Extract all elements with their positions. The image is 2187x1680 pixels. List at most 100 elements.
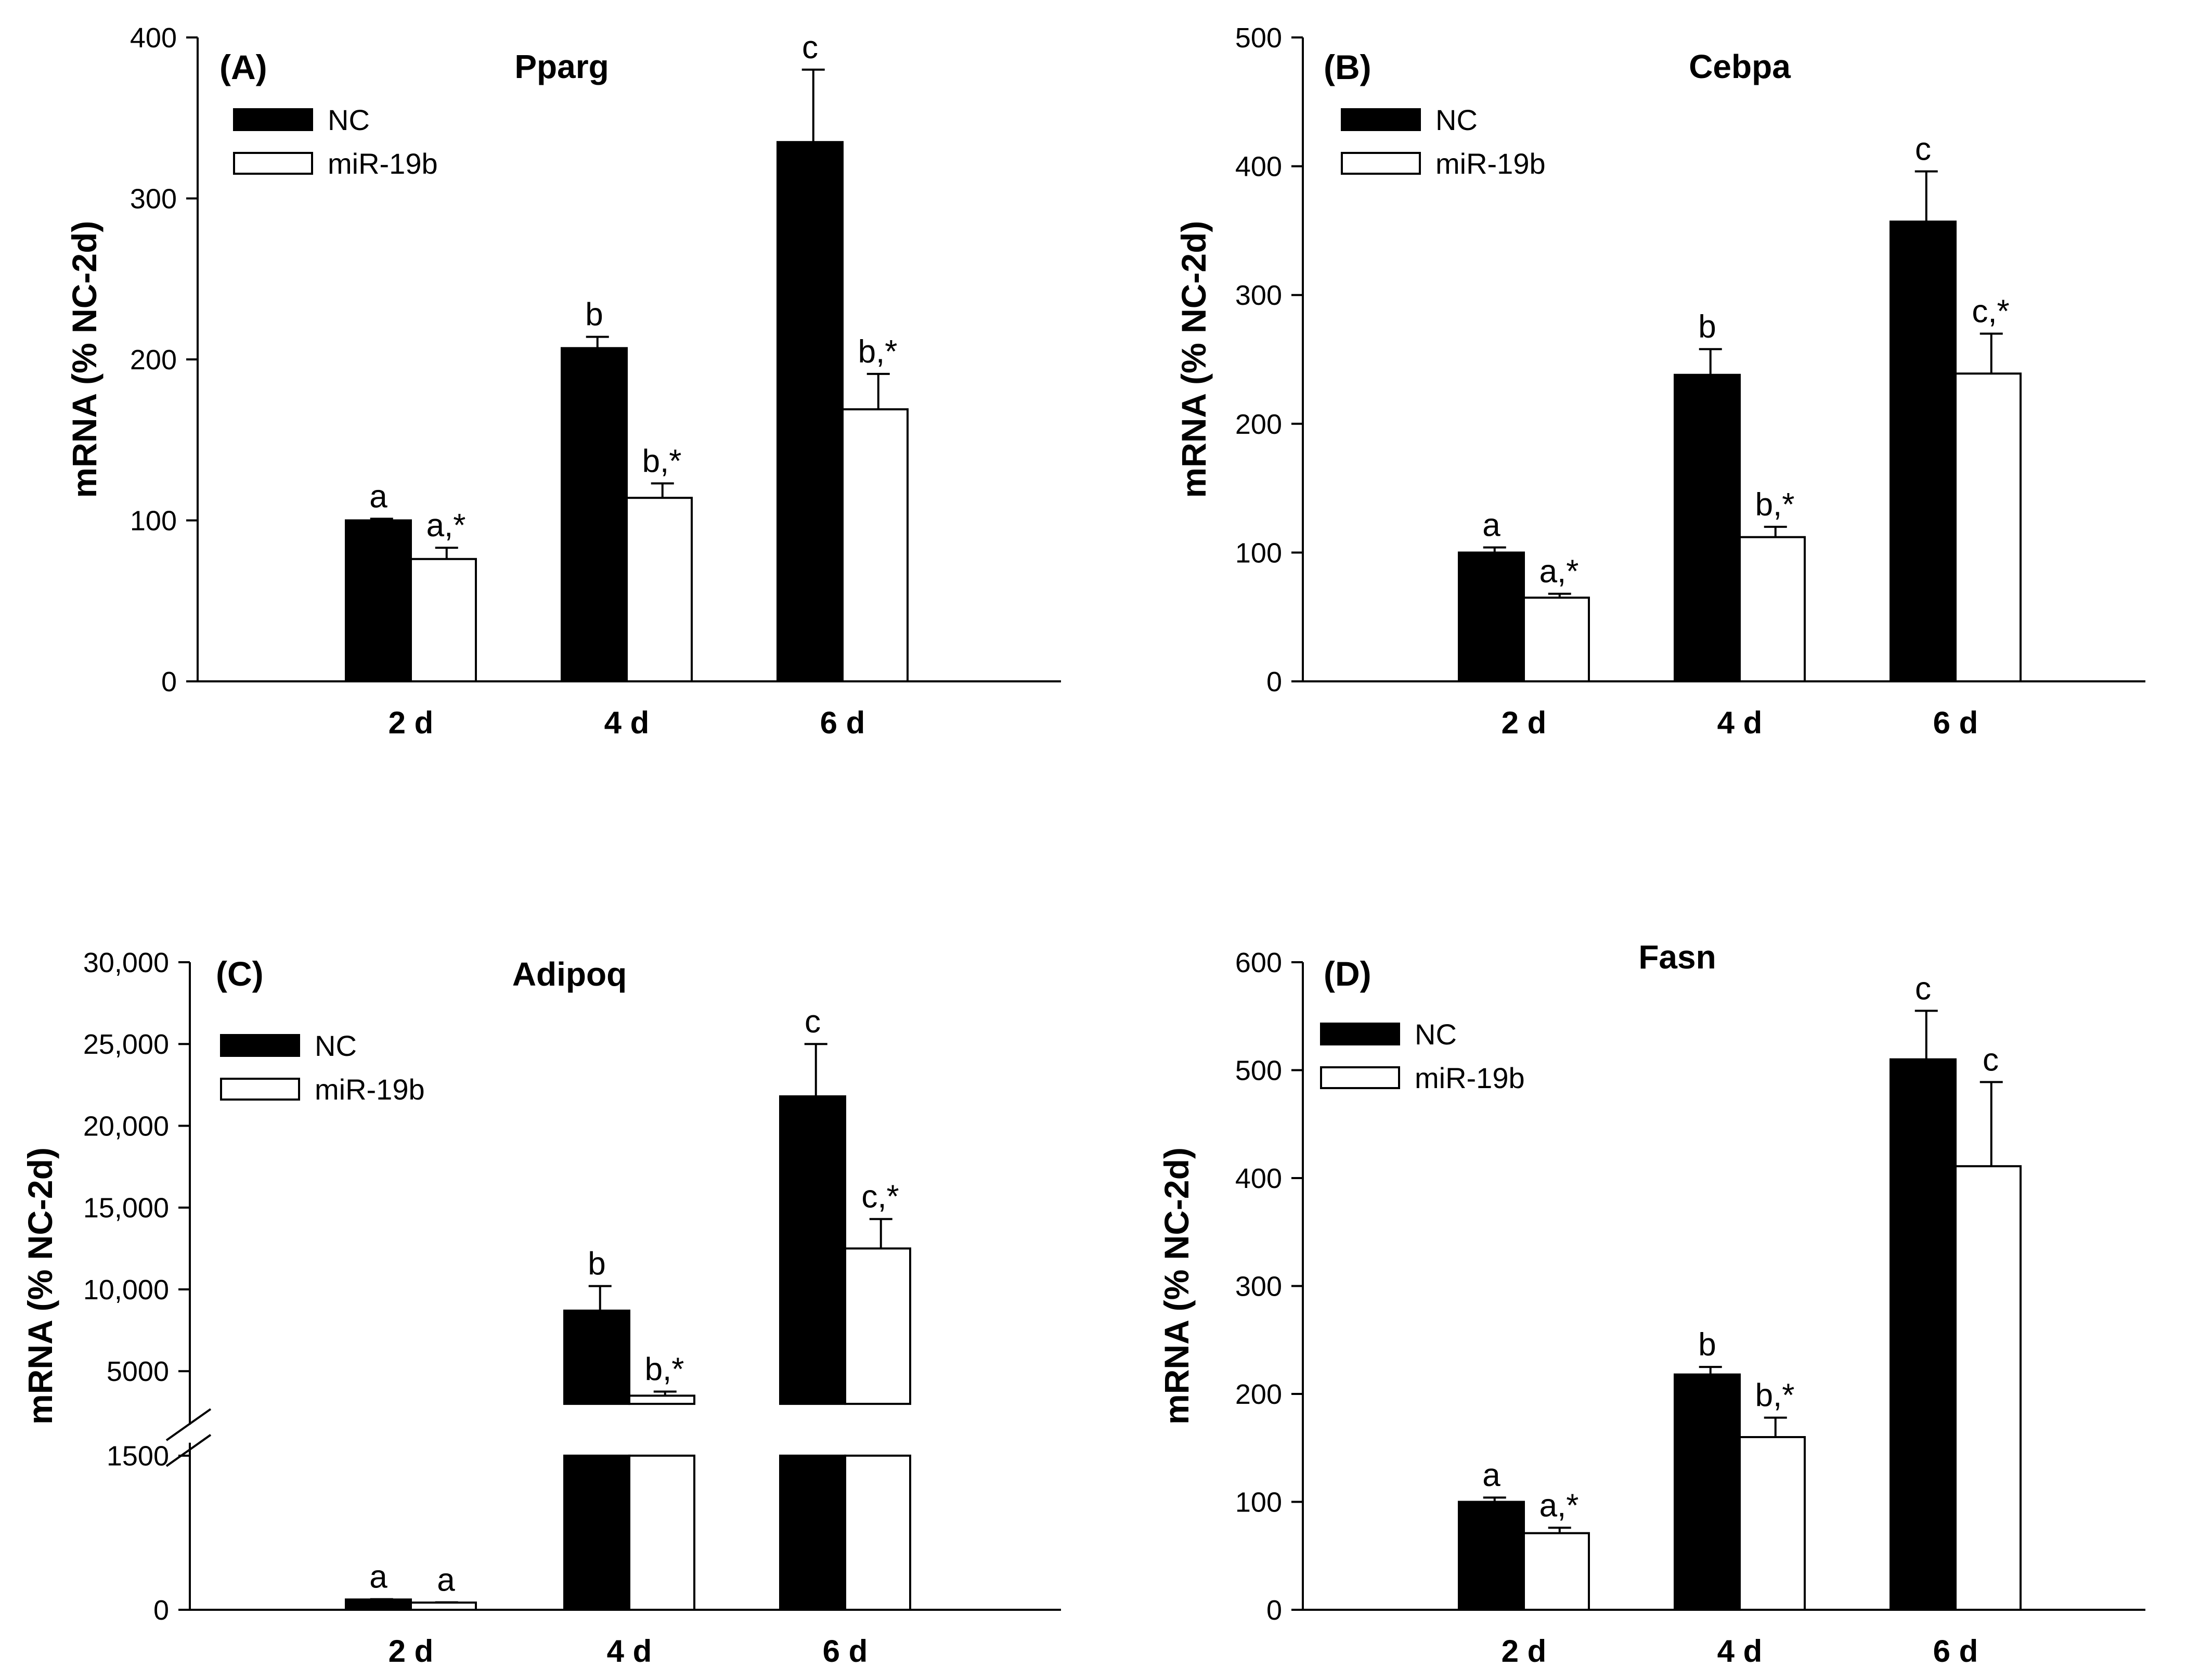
y-tick-label: 15,000 [83, 1193, 169, 1224]
y-tick-label: 0 [161, 666, 177, 697]
y-tick-label: 600 [1235, 947, 1282, 978]
bar-mir19b-4d [626, 497, 693, 682]
significance-label: a [1482, 507, 1500, 543]
y-tick-label: 20,000 [83, 1110, 169, 1142]
legend-label-mir19b: miR-19b [315, 1073, 425, 1106]
bars: a b c a,* b,* c,* [1458, 132, 2022, 683]
x-tick-label: 4 d [1717, 1634, 1763, 1669]
y-tick-label: 400 [1235, 1163, 1282, 1194]
y-tick-label: 300 [1235, 1271, 1282, 1302]
significance-label: a [437, 1562, 455, 1598]
significance-label: a,* [1539, 554, 1579, 590]
y-tick-label: 300 [130, 184, 177, 215]
legend-swatch-mir19b [233, 152, 313, 175]
y-axis-label: mRNA (% NC-2d) [21, 1147, 59, 1425]
legend-swatch-nc [233, 108, 313, 131]
legend-swatch-mir19b [1320, 1066, 1400, 1089]
bar-nc-6d [1890, 221, 1957, 682]
bars: a b c a,* b,* b,* [345, 30, 909, 683]
y-tick-label: 0 [153, 1595, 169, 1626]
y-tick-label: 200 [130, 344, 177, 376]
legend-label-mir19b: miR-19b [328, 147, 438, 180]
legend-label-nc: NC [315, 1029, 357, 1062]
axis-break-mark [165, 1408, 212, 1441]
bar-mir19b-6d [1955, 1165, 2022, 1611]
y-tick-label: 200 [1235, 409, 1282, 440]
x-tick-label: 6 d [820, 705, 865, 740]
legend-swatch-nc [220, 1034, 300, 1057]
legend-label-nc: NC [1435, 104, 1478, 136]
x-tick-label: 2 d [1502, 1634, 1547, 1669]
y-tick-label: 400 [1235, 151, 1282, 183]
significance-label: c [805, 1004, 821, 1040]
significance-label: b,* [858, 334, 898, 370]
legend-label-mir19b: miR-19b [1435, 147, 1546, 180]
bar-nc-4d [1674, 1373, 1741, 1611]
bar-nc-2d [1458, 551, 1525, 683]
bar-mir19b-4d [1739, 1436, 1806, 1611]
significance-label: a,* [426, 508, 466, 544]
panel-2: 0 100 200 300 400 500 2 d 4 d 6 d mRNA (% NC-2d) (… [1174, 22, 2145, 740]
significance-label: b,* [1755, 487, 1795, 523]
significance-label: b [1698, 309, 1716, 345]
x-tick-label: 4 d [607, 1634, 652, 1669]
legend-swatch-mir19b [1341, 152, 1421, 175]
panel-3: 0 1500 5000 10,000 15,000 20,000 25,000 30,000 2… [21, 947, 1061, 1669]
bar-nc-2d [345, 1598, 412, 1611]
bar-mir19b-6d-lower [844, 1454, 911, 1611]
legend-label-nc: NC [328, 104, 370, 136]
y-tick-label: 0 [1266, 1595, 1282, 1626]
panel-letter: (D) [1324, 954, 1371, 993]
bar-mir19b-4d-lower [628, 1454, 695, 1611]
significance-label: c,* [1972, 293, 2009, 329]
bar-nc-6d-lower [779, 1454, 846, 1611]
x-tick-label: 6 d [1933, 1634, 1978, 1669]
legend-swatch-mir19b [220, 1078, 300, 1101]
x-tick-label: 4 d [604, 705, 650, 740]
significance-label: a [369, 479, 387, 514]
axes: 0 100 200 300 400 2 d 4 d 6 d [130, 22, 1061, 740]
axes: 0 1500 5000 10,000 15,000 20,000 25,000 30,000 2… [83, 947, 1061, 1669]
y-tick-label: 5000 [107, 1356, 169, 1387]
y-tick-label: 300 [1235, 280, 1282, 311]
y-tick-label: 100 [1235, 1487, 1282, 1518]
x-tick-label: 6 d [823, 1634, 868, 1669]
bar-nc-2d [1458, 1501, 1525, 1611]
legend-label-nc: NC [1415, 1018, 1457, 1051]
panel-1: 0 100 200 300 400 2 d 4 d 6 d mRNA (% NC-2d) (A) P… [65, 22, 1061, 740]
x-tick-label: 2 d [389, 1634, 434, 1669]
y-tick-label: 100 [1235, 537, 1282, 568]
significance-label: b,* [642, 443, 682, 479]
y-axis-label: mRNA (% NC-2d) [1157, 1147, 1196, 1425]
x-tick-label: 4 d [1717, 705, 1763, 740]
x-tick-label: 6 d [1933, 705, 1978, 740]
legend-swatch-nc [1320, 1023, 1400, 1045]
legend: NC miR-19b [220, 1029, 425, 1106]
significance-label: c,* [861, 1179, 899, 1215]
bar-nc-4d-upper [563, 1309, 630, 1405]
significance-label: c [1915, 132, 1931, 167]
bar-mir19b-2d [410, 558, 477, 683]
significance-label: c [1915, 971, 1931, 1006]
significance-label: b [588, 1246, 605, 1282]
bar-mir19b-6d-upper [844, 1247, 911, 1405]
panel-letter: (A) [219, 48, 267, 86]
bar-nc-2d [345, 519, 412, 682]
bar-mir19b-6d [1955, 372, 2022, 682]
significance-label: c [802, 30, 818, 66]
significance-label: b,* [645, 1352, 684, 1388]
significance-label: a [1482, 1457, 1500, 1493]
y-tick-label: 500 [1235, 1055, 1282, 1087]
bar-nc-4d [1674, 373, 1741, 682]
panel-title: Adipoq [512, 955, 627, 993]
bars: a b c a,* b,* c [1458, 971, 2022, 1611]
panel-title: Pparg [514, 48, 609, 85]
bar-mir19b-2d [410, 1601, 477, 1611]
y-axis-label: mRNA (% NC-2d) [65, 221, 103, 498]
significance-label: b [585, 297, 603, 333]
bars: a b c a b,* c,* [345, 1004, 911, 1611]
bar-nc-4d-lower [563, 1454, 630, 1611]
x-tick-label: 2 d [389, 705, 434, 740]
y-tick-label: 10,000 [83, 1274, 169, 1306]
legend: NC miR-19b [233, 104, 438, 180]
